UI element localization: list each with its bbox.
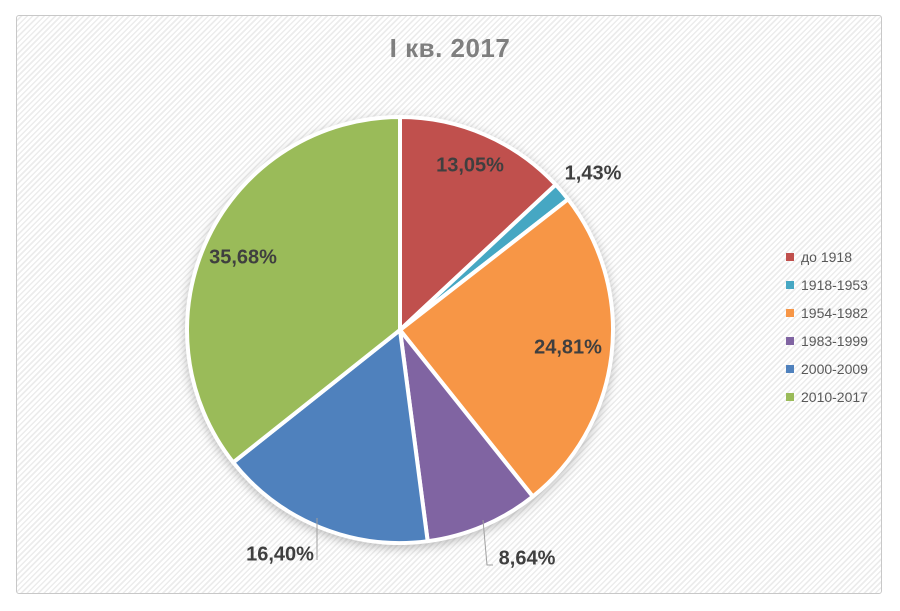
legend-item-1983-1999: 1983-1999 [786,327,868,355]
leader-line-1983-1999 [482,519,493,566]
legend-marker-2000-2009 [786,365,794,373]
pie-slice-5 [184,115,402,465]
legend-item-2010-2017: 2010-2017 [786,383,868,411]
legend-label-do-1918: до 1918 [801,249,852,265]
pie-slice-0 [398,115,558,332]
legend-item-do-1918: до 1918 [786,243,868,271]
legend: до 1918 1918-1953 1954-1982 1983-1999 20… [786,243,868,411]
pie-slices [184,115,615,545]
pie-data-label-1983-1999: 8,64% [498,547,556,570]
legend-label-1954-1982: 1954-1982 [801,305,868,321]
legend-item-2000-2009: 2000-2009 [786,355,868,383]
legend-item-1954-1982: 1954-1982 [786,299,868,327]
legend-item-1918-1953: 1918-1953 [786,271,868,299]
pie-slice-4 [231,328,430,545]
legend-marker-1918-1953 [786,281,794,289]
pie-slice-2 [398,197,615,499]
legend-label-1918-1953: 1918-1953 [801,277,868,293]
legend-label-1983-1999: 1983-1999 [801,333,868,349]
pie-data-label-do-1918: 13,05% [436,154,504,177]
legend-marker-2010-2017 [786,393,794,401]
chart-title: I кв. 2017 [389,33,511,63]
legend-marker-1954-1982 [786,309,794,317]
pie-data-label-1954-1982: 24,81% [534,336,602,359]
legend-label-2010-2017: 2010-2017 [801,389,868,405]
legend-marker-1983-1999 [786,337,794,345]
pie-data-label-1918-1953: 1,43% [564,162,622,185]
legend-label-2000-2009: 2000-2009 [801,361,868,377]
pie-data-label-2000-2009: 16,40% [246,543,314,566]
pie-data-label-2010-2017: 35,68% [209,246,277,269]
legend-marker-do-1918 [786,253,794,261]
